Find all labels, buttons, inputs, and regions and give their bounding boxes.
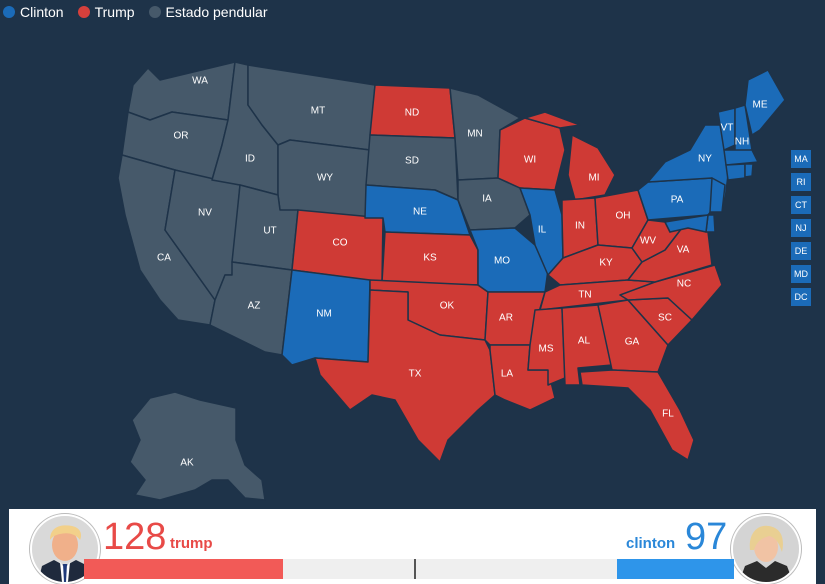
- label-az: AZ: [248, 301, 261, 312]
- label-ia: IA: [482, 194, 492, 205]
- label-ne: NE: [413, 207, 427, 218]
- small-state-label: NJ: [795, 223, 807, 233]
- label-ky: KY: [599, 258, 613, 269]
- state-ct-shape[interactable]: [725, 163, 746, 181]
- state-fl[interactable]: [579, 369, 695, 461]
- label-nh: NH: [735, 137, 749, 148]
- state-ma-shape[interactable]: [723, 149, 759, 166]
- label-wa: WA: [192, 76, 208, 87]
- state-ri-shape[interactable]: [744, 163, 754, 178]
- trump-name: trump: [170, 535, 213, 552]
- label-tn: TN: [578, 290, 591, 301]
- legend-item-swing[interactable]: Estado pendular: [148, 4, 268, 20]
- small-state-ct[interactable]: CT: [791, 196, 811, 214]
- small-state-ri[interactable]: RI: [791, 173, 811, 191]
- label-ut: UT: [263, 226, 276, 237]
- clinton-avatar: [731, 514, 801, 584]
- small-state-dc[interactable]: DC: [791, 288, 811, 306]
- label-nv: NV: [198, 208, 212, 219]
- state-md-shape[interactable]: [664, 214, 709, 233]
- legend-dot-trump: [77, 6, 90, 18]
- label-fl: FL: [662, 409, 674, 420]
- state-me[interactable]: [744, 69, 786, 136]
- label-sc: SC: [658, 313, 672, 324]
- small-states-list: MA RI CT NJ DE MD DC: [791, 150, 811, 306]
- majority-marker: [414, 559, 416, 579]
- label-ms: MS: [539, 344, 554, 355]
- label-ks: KS: [423, 253, 437, 264]
- label-al: AL: [578, 336, 591, 347]
- label-oh: OH: [616, 211, 631, 222]
- label-wv: WV: [640, 236, 656, 247]
- legend-item-trump[interactable]: Trump: [77, 4, 135, 20]
- label-nd: ND: [405, 108, 419, 119]
- small-state-label: RI: [796, 177, 806, 187]
- label-la: LA: [501, 369, 514, 380]
- trump-electoral-count: 128: [103, 516, 167, 558]
- label-va: VA: [677, 245, 690, 256]
- label-mt: MT: [311, 106, 325, 117]
- small-state-de[interactable]: DE: [791, 242, 811, 260]
- label-ok: OK: [440, 301, 455, 312]
- small-state-label: DC: [794, 292, 808, 302]
- state-nj-shape[interactable]: [709, 177, 726, 213]
- small-state-ma[interactable]: MA: [791, 150, 811, 168]
- state-tx[interactable]: [314, 289, 496, 463]
- label-nm: NM: [316, 309, 332, 320]
- label-ga: GA: [625, 337, 640, 348]
- label-mi: MI: [588, 173, 599, 184]
- label-or: OR: [174, 131, 189, 142]
- clinton-name: clinton: [626, 535, 676, 552]
- legend-dot-clinton: [3, 6, 15, 18]
- small-state-label: CT: [795, 200, 807, 210]
- label-ar: AR: [499, 313, 513, 324]
- electoral-progress-bar: [84, 559, 734, 579]
- label-sd: SD: [405, 156, 419, 167]
- small-state-nj[interactable]: NJ: [791, 219, 811, 237]
- label-wi: WI: [524, 155, 536, 166]
- label-nc: NC: [677, 279, 691, 290]
- label-vt: VT: [721, 123, 734, 134]
- electoral-scoreboard: 128 trump clinton 97: [9, 509, 816, 584]
- label-in: IN: [575, 221, 585, 232]
- small-state-label: DE: [794, 246, 808, 256]
- small-state-label: MD: [794, 269, 808, 279]
- label-ca: CA: [157, 253, 171, 264]
- trump-progress-fill: [84, 559, 283, 579]
- small-state-md[interactable]: MD: [791, 265, 811, 283]
- label-co: CO: [333, 238, 348, 249]
- clinton-progress-fill: [616, 559, 734, 579]
- legend-label-clinton: Clinton: [20, 4, 64, 20]
- small-state-label: MA: [794, 154, 808, 164]
- legend-label-trump: Trump: [94, 4, 135, 20]
- label-id: ID: [245, 154, 255, 165]
- label-mo: MO: [494, 256, 510, 267]
- label-il: IL: [538, 225, 547, 236]
- state-mi[interactable]: [524, 111, 616, 201]
- state-wa[interactable]: [127, 61, 236, 121]
- label-me: ME: [753, 100, 768, 111]
- legend-item-clinton[interactable]: Clinton: [3, 4, 64, 20]
- label-pa: PA: [671, 195, 684, 206]
- us-electoral-map: WA OR CA NV ID MT WY UT AZ CO NM ND SD N…: [117, 61, 786, 501]
- label-mn: MN: [467, 129, 483, 140]
- label-wy: WY: [317, 173, 333, 184]
- legend-label-swing: Estado pendular: [165, 4, 268, 20]
- state-ak[interactable]: [129, 391, 266, 501]
- label-tx: TX: [409, 369, 422, 380]
- clinton-portrait-icon: [733, 516, 799, 582]
- legend-dot-swing: [148, 6, 161, 18]
- state-ga[interactable]: [597, 299, 669, 373]
- label-ak: AK: [180, 458, 194, 469]
- map-legend: Clinton Trump Estado pendular: [0, 0, 268, 24]
- clinton-electoral-count: 97: [685, 516, 728, 558]
- label-ny: NY: [698, 154, 712, 165]
